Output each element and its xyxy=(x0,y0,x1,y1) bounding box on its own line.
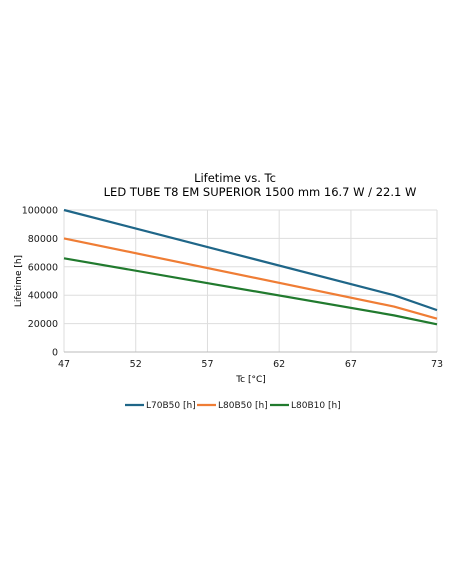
y-tick-label: 40000 xyxy=(28,291,58,302)
grid-lines xyxy=(63,209,438,353)
chart-subtitle: LED TUBE T8 EM SUPERIOR 1500 mm 16.7 W /… xyxy=(104,185,417,199)
x-tick-label: 67 xyxy=(345,359,357,370)
x-tick-label: 47 xyxy=(58,359,70,370)
y-axis-label: Lifetime [h] xyxy=(14,255,24,307)
legend-label: L70B50 [h] xyxy=(146,401,196,411)
legend: L70B50 [h] L80B50 [h] L80B10 [h] xyxy=(125,401,341,411)
x-axis-ticks: 47 52 57 62 67 73 xyxy=(58,359,443,370)
series-line xyxy=(63,237,438,320)
legend-label: L80B10 [h] xyxy=(291,401,341,411)
legend-item: L70B50 [h] xyxy=(125,401,196,411)
series-line xyxy=(63,257,438,326)
y-tick-label: 60000 xyxy=(28,262,58,273)
legend-item: L80B50 [h] xyxy=(197,401,268,411)
y-tick-label: 80000 xyxy=(28,234,58,245)
y-tick-label: 0 xyxy=(52,348,58,359)
legend-label: L80B50 [h] xyxy=(218,401,268,411)
x-tick-label: 52 xyxy=(130,359,142,370)
y-tick-label: 100000 xyxy=(22,206,58,217)
series-lines xyxy=(63,208,438,326)
x-axis-label: Tc [°C] xyxy=(235,375,266,385)
x-tick-label: 73 xyxy=(431,359,443,370)
y-axis-ticks: 0 20000 40000 60000 80000 100000 xyxy=(22,206,58,359)
y-tick-label: 20000 xyxy=(28,319,58,330)
x-tick-label: 57 xyxy=(201,359,213,370)
x-tick-label: 62 xyxy=(273,359,285,370)
series-line xyxy=(63,208,438,312)
chart-title: Lifetime vs. Tc xyxy=(194,171,276,185)
legend-item: L80B10 [h] xyxy=(270,401,341,411)
